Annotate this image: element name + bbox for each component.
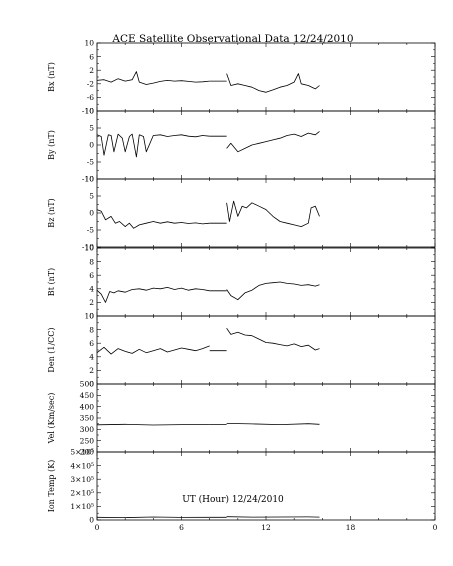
panel-1: 10 6 2 -2 -6 -10 Bx (nT) [47,39,436,116]
y-tick-label: 6 [89,271,94,280]
series-line-segment [226,423,320,426]
y-tick-label: 2 [89,66,94,75]
y-tick-label: 200 [80,448,95,457]
series-line-segment [226,200,320,228]
y-axis-label: Bx (nT) [47,62,56,92]
y-axis-label: Vel (Km/sec) [47,393,56,445]
x-tick-label: 0 [95,523,100,532]
y-tick-label: 6 [89,52,94,61]
panel-6: 500 450 400 350 300 250 200 Vel (Km/sec) [47,380,436,457]
x-tick-label: 0 [433,523,438,532]
series-line-segment [96,423,210,426]
y-tick-label: 0 [89,516,94,525]
panel-frame [96,247,436,317]
panel-frame [96,110,436,180]
y-tick-label: -6 [87,93,95,102]
y-tick-label: 300 [80,425,95,434]
x-tick-label: 18 [346,523,356,532]
y-tick-label: -5 [87,226,95,235]
panel-frame [96,42,436,112]
y-tick-label: 500 [80,380,95,389]
panel-frame [96,451,436,521]
y-tick-label: 400 [80,402,95,411]
y-tick-label: 2×10⁵ [70,489,94,498]
y-tick-label: 0 [89,312,94,321]
series-line-segment [226,327,320,351]
y-axis-label: Bt (nT) [47,268,56,296]
y-tick-label: 3×10⁵ [70,475,94,484]
series-line-segment [96,286,210,303]
y-tick-label: 10 [84,39,94,48]
y-tick-label: 6 [89,339,94,348]
y-tick-label: -5 [87,158,95,167]
panel-frame [96,178,436,248]
y-tick-label: 2 [89,298,94,307]
y-tick-label: -10 [82,243,94,252]
y-axis-label: Ion Temp (K) [47,460,56,513]
y-tick-label: 250 [80,436,95,445]
y-tick-label: 5 [89,192,94,201]
panel-4: 10 8 6 4 2 0 Bt (nT) [47,244,436,321]
y-tick-label: 5×10⁵ [70,448,94,457]
series-line-segment [96,345,210,355]
panel-7: 5×10⁵ 4×10⁵ 3×10⁵ 2×10⁵ 1×10⁵ 0 Ion Temp (K) [47,448,436,525]
y-tick-label: 8 [89,325,94,334]
chart-title: ACE Satellite Observational Data 12/24/2… [111,33,353,45]
panel-frame [96,383,436,453]
x-tick-label: 6 [179,523,184,532]
y-tick-label: 10 [84,312,94,321]
y-tick-label: 10 [84,107,94,116]
y-tick-label: 0 [89,380,94,389]
y-tick-label: 2 [89,366,94,375]
y-tick-label: 450 [80,391,95,400]
y-tick-label: 4×10⁵ [70,461,94,470]
y-tick-label: 5 [89,124,94,133]
y-tick-label: 8 [89,257,94,266]
y-tick-label: 4 [89,285,94,294]
y-tick-label: 0 [89,141,94,150]
y-tick-label: 350 [80,414,95,423]
y-tick-label: -10 [82,107,94,116]
series-line-segment [96,516,210,518]
series-line-segment [226,73,320,93]
panel-3: 10 5 0 -5 -10 Bz (nT) [47,175,436,252]
series-line-segment [96,133,210,158]
y-axis-label: Den (1/CC) [47,327,56,372]
y-tick-label: 0 [89,209,94,218]
series-line-segment [96,71,210,85]
y-tick-label: -2 [87,80,95,89]
y-tick-label: 10 [84,175,94,184]
y-axis-label: Bz (nT) [47,198,56,227]
y-tick-label: 10 [84,244,94,253]
y-tick-label: 4 [89,353,94,362]
series-line-segment [226,131,320,153]
x-axis-label: UT (Hour) 12/24/2010 [182,494,284,505]
y-tick-label: -10 [82,175,94,184]
panel-5: 10 8 6 4 2 0 Den (1/CC) [47,312,436,389]
panel-frame [96,315,436,385]
series-line-segment [226,281,320,301]
panel-2: 10 5 0 -5 -10 By (nT) [47,107,436,184]
y-tick-label: 1×10⁵ [70,502,94,511]
x-tick-label: 12 [261,523,271,532]
y-axis-label: By (nT) [47,130,56,160]
series-line-segment [96,209,210,229]
